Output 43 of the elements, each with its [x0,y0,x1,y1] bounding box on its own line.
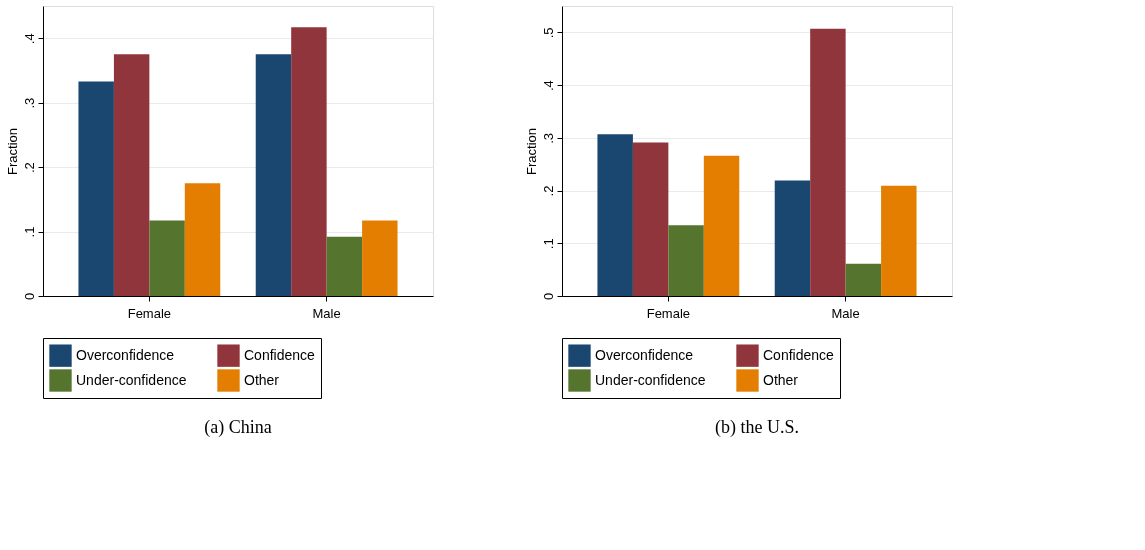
bar [810,28,846,296]
bar [845,263,882,296]
bar [291,27,327,296]
legend-label: Other [763,371,799,388]
y-tick-label: .3 [21,97,37,109]
bar [774,180,811,296]
bar [184,183,221,296]
text: (b) the U.S. [715,416,799,438]
legend-label: Overconfidence [595,346,694,363]
y-tick-label: 0 [540,292,556,301]
bar [78,81,114,296]
bar [362,220,398,296]
legend-label: Overconfidence [76,346,175,363]
legend-label: Confidence [763,346,835,363]
legend-label: Confidence [244,346,316,363]
legend-label: Under-confidence [595,371,706,388]
y-tick-label: 0 [21,292,37,301]
bar [703,155,740,296]
bar [632,142,669,296]
y-tick-label: .2 [540,185,556,197]
bar [597,134,633,296]
y-tick-label: .5 [540,27,556,39]
x-tick-label: Male [312,305,341,321]
bar [326,236,363,296]
y-tick-label: .3 [540,132,556,144]
y-tick-label: .1 [21,226,37,238]
y-tick-label: .4 [21,33,37,45]
y-tick-label: .4 [540,80,556,92]
x-tick-label: Female [127,305,172,321]
y-tick-label: .2 [21,162,37,174]
y-axis-title: Fraction [523,128,539,175]
x-tick-label: Female [646,305,691,321]
legend-label: Other [244,371,280,388]
legend-label: Under-confidence [76,371,187,388]
text: (a) China [204,416,272,438]
bar [255,54,292,296]
bar [881,185,917,296]
bar [149,220,185,296]
bar [113,54,150,296]
y-axis-title: Fraction [4,128,20,175]
x-tick-label: Male [831,305,860,321]
y-tick-label: .1 [540,238,556,250]
bar [668,225,704,296]
